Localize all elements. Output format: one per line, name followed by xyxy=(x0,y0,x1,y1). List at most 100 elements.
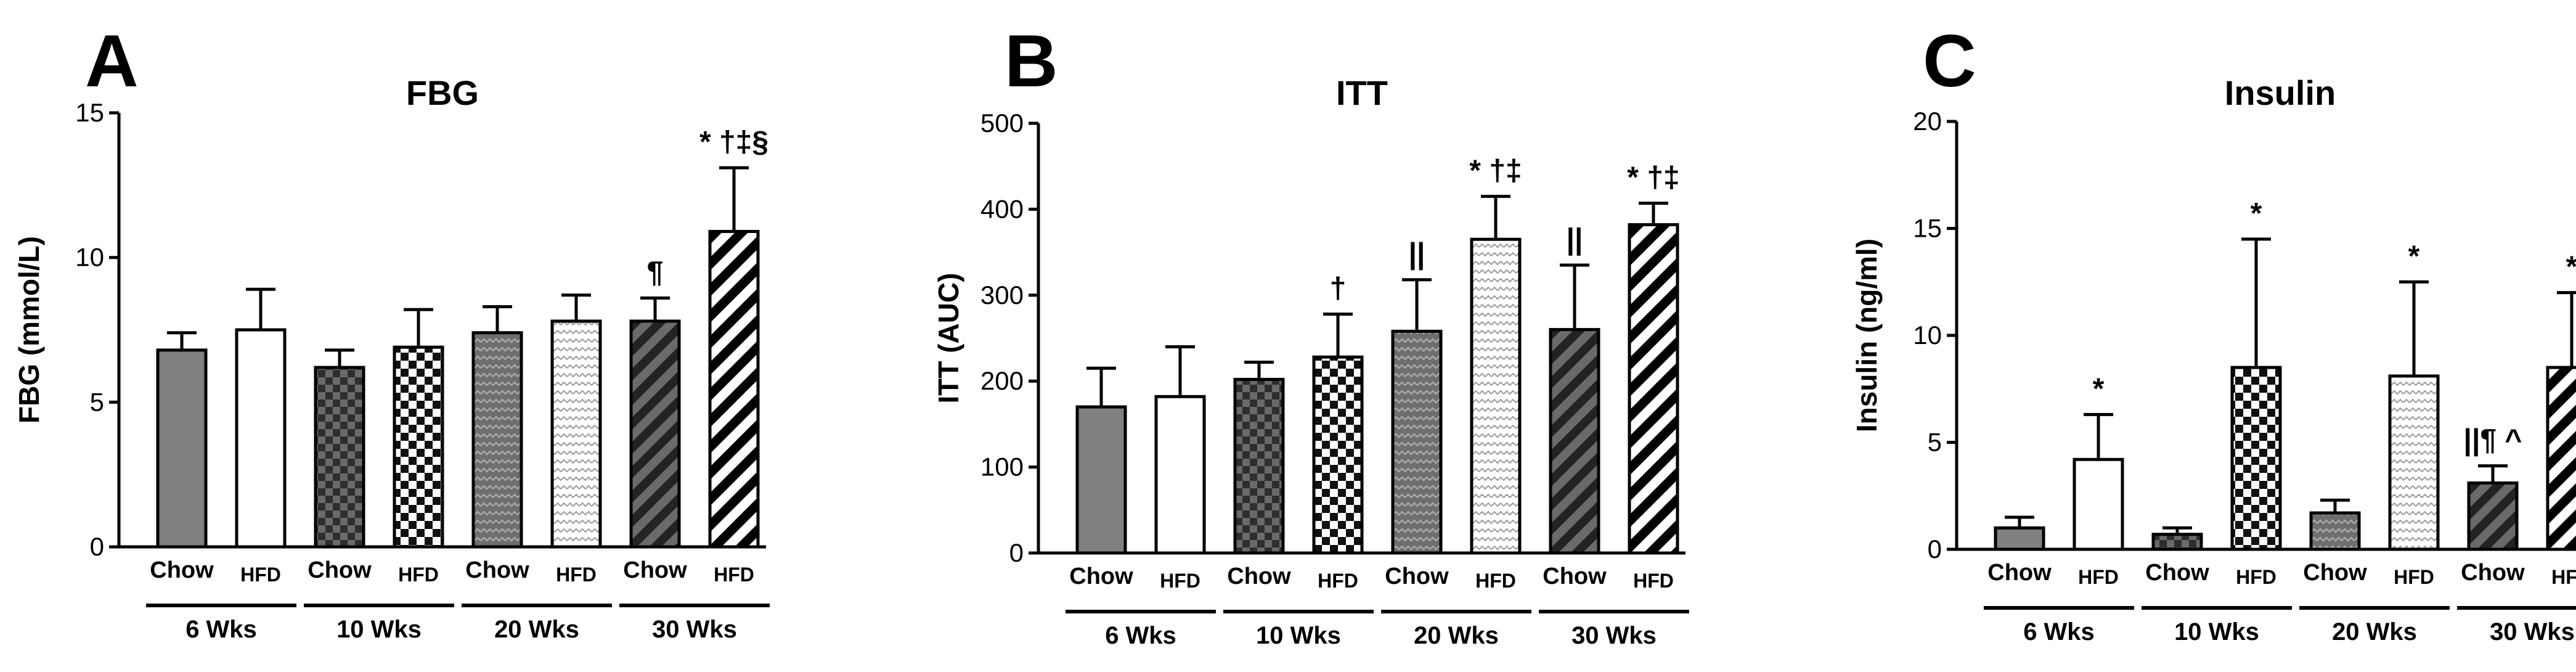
bar-hfd xyxy=(235,328,287,549)
x-tick-label: Chow xyxy=(1069,563,1133,589)
group-label: 20 Wks xyxy=(1414,622,1499,649)
x-tick-label: Chow xyxy=(623,557,687,583)
significance-label: * xyxy=(2093,372,2105,405)
panel-a: A FBG FBG (mmol/L) 0 5 10 15 Chow HFD Chow HFD Chow… xyxy=(13,20,770,643)
y-tick-label: 500 xyxy=(980,109,1024,137)
bar-hfd xyxy=(550,319,602,549)
x-tick-label: Chow xyxy=(2461,560,2525,586)
group-label: 20 Wks xyxy=(2332,618,2417,645)
bar-chow xyxy=(2467,481,2519,551)
significance-label: * †‡ xyxy=(1469,154,1522,187)
y-tick-label: 15 xyxy=(75,98,104,127)
x-tick-label: HFD xyxy=(1160,570,1200,592)
panel-letter: A xyxy=(85,20,139,102)
bar-chow xyxy=(156,348,208,549)
significance-label: * xyxy=(2251,197,2262,230)
chart-title: FBG xyxy=(406,73,479,112)
significance-label: || xyxy=(1567,223,1583,256)
bar-hfd xyxy=(393,345,444,549)
bar-hfd xyxy=(1628,223,1679,555)
x-tick-label: Chow xyxy=(150,557,214,583)
x-tick-label: HFD xyxy=(2078,566,2119,588)
significance-label: * xyxy=(2408,240,2420,272)
bar-chow xyxy=(314,366,365,549)
y-tick-label: 100 xyxy=(980,453,1024,481)
bar-chow xyxy=(1994,526,2045,551)
panel-letter: C xyxy=(1923,20,1976,102)
y-tick-label: 300 xyxy=(980,281,1024,309)
panel-b: B ITT ITT (AUC) 0 100 200 300 400 500 Chow HFD Chow… xyxy=(932,20,1689,649)
x-tick-label: Chow xyxy=(1543,563,1607,589)
bar-hfd xyxy=(2073,457,2124,551)
significance-label: * xyxy=(2566,251,2576,284)
panel-letter: B xyxy=(1005,20,1058,102)
bar-hfd xyxy=(2388,374,2440,551)
y-tick-label: 10 xyxy=(1913,321,1942,350)
bar-chow xyxy=(629,319,681,549)
y-axis-label: Insulin (ng/ml) xyxy=(1851,239,1883,432)
x-tick-label: Chow xyxy=(2145,560,2209,586)
bar-hfd xyxy=(1312,355,1364,555)
x-tick-label: Chow xyxy=(465,557,529,583)
significance-label: * †‡ xyxy=(1627,162,1679,194)
y-tick-label: 200 xyxy=(980,366,1024,395)
significance-label: † xyxy=(1330,272,1347,305)
x-tick-label: Chow xyxy=(1385,563,1449,589)
chart-title: Insulin xyxy=(2225,73,2336,112)
y-tick-label: 0 xyxy=(1928,535,1942,563)
y-tick-label: 5 xyxy=(1928,428,1942,457)
y-tick-label: 5 xyxy=(90,387,104,416)
group-label: 30 Wks xyxy=(2490,618,2575,645)
x-tick-label: HFD xyxy=(1318,570,1358,592)
y-tick-label: 400 xyxy=(980,194,1024,223)
x-tick-label: HFD xyxy=(1475,570,1516,592)
bar-chow xyxy=(1233,377,1285,555)
group-label: 10 Wks xyxy=(336,616,422,643)
bar-chow xyxy=(2309,511,2361,551)
bar-hfd xyxy=(2230,366,2282,551)
bar-chow xyxy=(471,331,523,549)
x-tick-label: HFD xyxy=(240,563,281,586)
panel-c: C Insulin Insulin (ng/ml) 0 5 10 15 20 Chow * HFD C… xyxy=(1851,20,2576,645)
x-tick-label: Chow xyxy=(1227,563,1291,589)
x-tick-label: Chow xyxy=(2303,560,2367,586)
significance-label: ||¶ ^ xyxy=(2464,424,2522,457)
y-tick-label: 0 xyxy=(90,532,104,561)
bar-chow xyxy=(1075,405,1127,555)
significance-label: * †‡§ xyxy=(699,126,768,158)
significance-label: ¶ xyxy=(647,256,664,289)
x-tick-label: HFD xyxy=(714,563,754,586)
y-tick-label: 20 xyxy=(1913,107,1942,136)
x-tick-label: HFD xyxy=(1633,570,1674,592)
y-tick-label: 10 xyxy=(75,243,104,272)
bar-chow xyxy=(1391,329,1443,555)
group-label: 30 Wks xyxy=(1571,622,1657,649)
y-tick-label: 0 xyxy=(1009,538,1024,567)
y-axis-label: FBG (mmol/L) xyxy=(13,236,45,424)
bar-hfd xyxy=(708,229,760,549)
bar-hfd xyxy=(1470,237,1522,555)
x-tick-label: HFD xyxy=(2236,566,2276,588)
x-tick-label: HFD xyxy=(2551,566,2576,588)
x-tick-label: Chow xyxy=(308,557,372,583)
group-label: 20 Wks xyxy=(494,616,579,643)
x-tick-label: HFD xyxy=(2394,566,2434,588)
y-tick-label: 15 xyxy=(1913,214,1942,243)
y-axis-label: ITT (AUC) xyxy=(932,272,964,403)
x-tick-label: HFD xyxy=(398,563,439,586)
bar-hfd xyxy=(2546,366,2576,551)
bar-chow xyxy=(1549,328,1600,555)
group-label: 6 Wks xyxy=(1105,622,1176,649)
group-label: 6 Wks xyxy=(2023,618,2095,645)
bar-chow xyxy=(2151,533,2203,551)
x-tick-label: HFD xyxy=(556,563,597,586)
significance-label: || xyxy=(1409,238,1425,271)
group-label: 6 Wks xyxy=(185,616,257,643)
group-label: 10 Wks xyxy=(2174,618,2259,645)
x-tick-label: Chow xyxy=(1987,560,2052,586)
group-label: 30 Wks xyxy=(652,616,737,643)
chart-title: ITT xyxy=(1336,73,1388,112)
bar-hfd xyxy=(1154,395,1206,555)
group-label: 10 Wks xyxy=(1256,622,1341,649)
